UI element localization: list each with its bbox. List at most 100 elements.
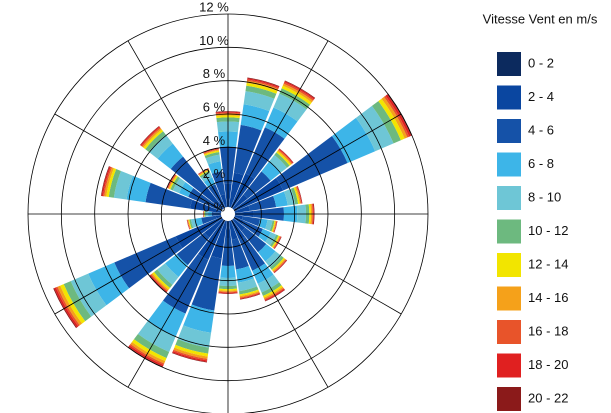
wind-segment <box>241 216 261 227</box>
wind-segment <box>143 129 164 150</box>
wind-segment <box>331 117 376 163</box>
r-tick-label: 10 % <box>199 33 229 48</box>
wind-segment <box>274 236 282 250</box>
wind-segment <box>231 238 249 270</box>
legend-swatch <box>497 186 521 210</box>
wind-segment <box>147 300 186 337</box>
grid-ring <box>127 113 329 315</box>
wind-segment <box>240 293 261 300</box>
wind-segment <box>137 320 176 352</box>
wind-segment <box>187 219 191 230</box>
wind-segment <box>247 78 280 88</box>
wind-segment <box>204 217 225 238</box>
wind-segment <box>152 272 170 290</box>
r-tick-label: 8 % <box>203 66 226 81</box>
wind-segment <box>269 154 288 173</box>
wind-segment <box>106 168 117 198</box>
wind-segment <box>230 194 248 212</box>
wind-segment <box>273 259 287 273</box>
legend-label: 20 - 22 <box>528 390 568 405</box>
legend-label: 12 - 14 <box>528 256 568 271</box>
wind-segment <box>198 168 209 175</box>
wind-segment <box>272 220 277 233</box>
wind-segment <box>172 351 208 362</box>
wind-segment <box>172 352 207 363</box>
wind-segment <box>170 156 208 194</box>
wind-segment <box>283 82 314 101</box>
wind-segment <box>239 291 260 298</box>
wind-segment <box>274 221 278 233</box>
wind-segment <box>385 94 412 137</box>
wind-segment <box>238 286 259 295</box>
wind-segment <box>191 255 222 311</box>
wind-segment <box>114 236 183 289</box>
legend-swatch <box>497 286 521 311</box>
wind-segment <box>276 151 291 166</box>
wind-segment <box>154 269 173 288</box>
wind-segment <box>189 219 194 229</box>
wind-segment <box>113 170 133 200</box>
wind-segment <box>235 177 284 211</box>
wind-segment <box>228 218 238 240</box>
wind-segment <box>204 150 220 156</box>
wind-segment <box>274 152 290 168</box>
wind-segment <box>271 220 276 232</box>
wind-segment <box>141 127 161 147</box>
wind-segment <box>102 166 113 197</box>
wind-segment <box>167 174 177 189</box>
grid-ring <box>27 13 429 413</box>
wind-segment <box>55 286 80 327</box>
wind-segment <box>261 161 281 181</box>
wind-segment <box>239 292 260 299</box>
wind-segment <box>295 186 301 204</box>
legend-label: 16 - 18 <box>528 323 568 338</box>
wind-segment <box>211 220 227 259</box>
wind-segment <box>177 325 212 348</box>
r-tick-label: 2 % <box>203 166 226 181</box>
wind-segment <box>264 287 285 301</box>
legend-swatch <box>497 353 521 378</box>
wind-segment <box>273 236 281 249</box>
wind-segment <box>246 79 279 90</box>
wind-segment <box>128 345 164 367</box>
wind-segment <box>271 257 285 271</box>
wind-segment <box>175 217 221 249</box>
wind-segment <box>190 218 198 228</box>
wind-segment <box>247 77 280 87</box>
wind-segment <box>104 167 114 197</box>
wind-segment <box>230 216 246 232</box>
wind-segment <box>273 259 287 273</box>
wind-segment <box>204 151 220 159</box>
wind-segment <box>273 93 307 122</box>
wind-segment <box>284 80 316 99</box>
wind-segment <box>218 293 238 294</box>
wind-segment <box>265 289 286 302</box>
wind-segment <box>166 173 175 188</box>
wind-segment <box>215 111 241 113</box>
wind-segment <box>273 220 277 233</box>
wind-segment <box>237 278 258 292</box>
legend-label: 18 - 20 <box>528 357 568 372</box>
wind-segment <box>150 274 168 292</box>
wind-segment <box>201 215 217 225</box>
wind-segment <box>264 288 285 301</box>
wind-segment <box>198 168 209 175</box>
wind-segment <box>166 174 176 189</box>
wind-segment <box>211 171 226 196</box>
wind-segment <box>246 82 278 94</box>
wind-segment <box>245 127 285 179</box>
wind-segment <box>53 288 77 329</box>
grid-ring <box>60 46 396 382</box>
wind-segment <box>142 128 162 148</box>
wind-segment <box>283 188 296 206</box>
wind-segment <box>148 134 173 159</box>
wind-segment <box>208 161 222 174</box>
wind-segment <box>188 219 192 229</box>
legend-swatch <box>497 85 521 110</box>
center-dot <box>221 207 235 221</box>
wind-segment <box>175 339 209 354</box>
wind-segment <box>265 251 282 268</box>
wind-segment <box>297 185 303 204</box>
wind-segment <box>197 168 209 175</box>
wind-segment <box>100 166 110 197</box>
